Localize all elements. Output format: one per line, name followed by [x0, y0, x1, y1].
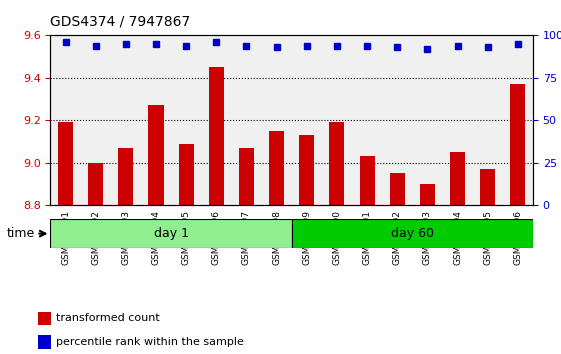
Bar: [511, 84, 526, 205]
Bar: [269, 131, 284, 205]
Bar: [239, 148, 254, 205]
Text: day 1: day 1: [154, 227, 188, 240]
Bar: [88, 163, 103, 205]
Text: transformed count: transformed count: [56, 313, 159, 324]
Bar: [420, 184, 435, 205]
Text: percentile rank within the sample: percentile rank within the sample: [56, 337, 243, 347]
Bar: [480, 169, 495, 205]
Bar: [38, 312, 51, 325]
Text: time: time: [7, 227, 35, 240]
Bar: [149, 105, 164, 205]
FancyBboxPatch shape: [292, 219, 533, 248]
Bar: [299, 135, 314, 205]
Bar: [209, 67, 224, 205]
Bar: [390, 173, 405, 205]
Bar: [118, 148, 134, 205]
FancyBboxPatch shape: [50, 219, 292, 248]
Bar: [38, 336, 51, 349]
Text: day 60: day 60: [391, 227, 434, 240]
Bar: [178, 144, 194, 205]
Text: GDS4374 / 7947867: GDS4374 / 7947867: [50, 14, 191, 28]
Bar: [58, 122, 73, 205]
Bar: [360, 156, 375, 205]
Bar: [329, 122, 344, 205]
Bar: [450, 152, 465, 205]
